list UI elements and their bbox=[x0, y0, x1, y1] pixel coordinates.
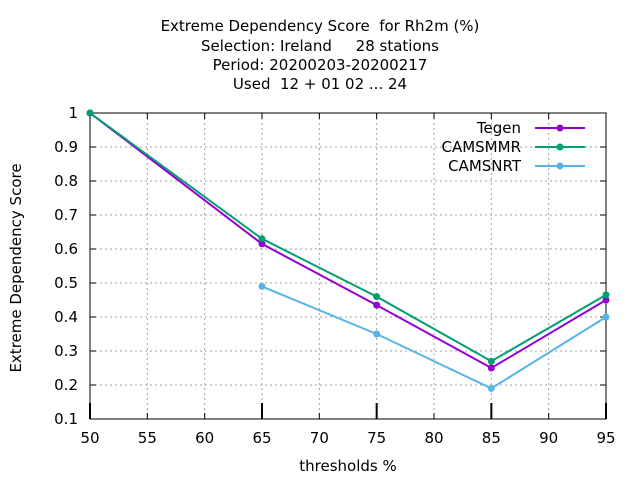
data-point bbox=[602, 296, 610, 304]
legend-item-camsnrt: CAMSNRT bbox=[448, 157, 585, 175]
y-tick-label: 0.4 bbox=[54, 308, 78, 326]
series-camsmmr bbox=[86, 109, 610, 365]
data-point bbox=[258, 282, 266, 290]
legend-marker bbox=[556, 124, 564, 132]
legend-item-camsmmr: CAMSMMR bbox=[441, 138, 585, 156]
chart-title-line-3: Period: 20200203-20200217 bbox=[212, 56, 428, 74]
x-tick-label: 75 bbox=[367, 429, 386, 447]
y-tick-label: 0.5 bbox=[54, 274, 78, 292]
data-point bbox=[258, 240, 266, 248]
data-point bbox=[487, 384, 495, 392]
grid-lines bbox=[90, 113, 606, 419]
data-point bbox=[373, 301, 381, 309]
data-point bbox=[602, 291, 610, 299]
y-tick-label: 0.6 bbox=[54, 240, 78, 258]
chart-title-line-1: Extreme Dependency Score for Rh2m (%) bbox=[160, 17, 480, 35]
legend-item-tegen: Tegen bbox=[476, 119, 585, 137]
y-tick-label: 0.3 bbox=[54, 342, 78, 360]
legend-label: CAMSNRT bbox=[448, 157, 522, 175]
data-point bbox=[602, 313, 610, 321]
data-point bbox=[258, 235, 266, 243]
x-tick-label: 85 bbox=[482, 429, 501, 447]
plot-frame bbox=[89, 112, 607, 420]
series-line bbox=[261, 285, 607, 390]
x-tick-label: 95 bbox=[596, 429, 615, 447]
y-tick-label: 1 bbox=[68, 104, 78, 122]
x-axis-label: thresholds % bbox=[299, 457, 396, 475]
x-tick-label: 70 bbox=[310, 429, 329, 447]
series-line bbox=[89, 112, 607, 363]
legend-marker bbox=[556, 162, 564, 170]
series-camsnrt bbox=[258, 282, 610, 392]
y-tick-label: 0.7 bbox=[54, 206, 78, 224]
chart-title-line-2: Selection: Ireland 28 stations bbox=[201, 37, 439, 55]
x-tick-label: 90 bbox=[539, 429, 558, 447]
y-tick-label: 0.8 bbox=[54, 172, 78, 190]
series-tegen bbox=[86, 109, 610, 372]
data-point bbox=[487, 364, 495, 372]
y-tick-label: 0.2 bbox=[54, 376, 78, 394]
legend-label: CAMSMMR bbox=[441, 138, 521, 156]
data-point bbox=[487, 357, 495, 365]
x-tick-label: 55 bbox=[138, 429, 157, 447]
legend-marker bbox=[556, 143, 564, 151]
x-tick-label: 60 bbox=[195, 429, 214, 447]
x-tick-label: 65 bbox=[252, 429, 271, 447]
x-tick-label: 80 bbox=[424, 429, 443, 447]
x-tick-label: 50 bbox=[80, 429, 99, 447]
legend-label: Tegen bbox=[476, 119, 521, 137]
y-axis-label: Extreme Dependency Score bbox=[7, 163, 25, 372]
y-tick-label: 0.1 bbox=[54, 410, 78, 428]
data-point bbox=[86, 109, 94, 117]
data-point bbox=[373, 330, 381, 338]
series-group bbox=[86, 109, 610, 392]
series-line bbox=[89, 112, 607, 370]
chart-title-line-4: Used 12 + 01 02 ... 24 bbox=[232, 75, 408, 93]
y-tick-label: 0.9 bbox=[54, 138, 78, 156]
data-point bbox=[373, 293, 381, 301]
